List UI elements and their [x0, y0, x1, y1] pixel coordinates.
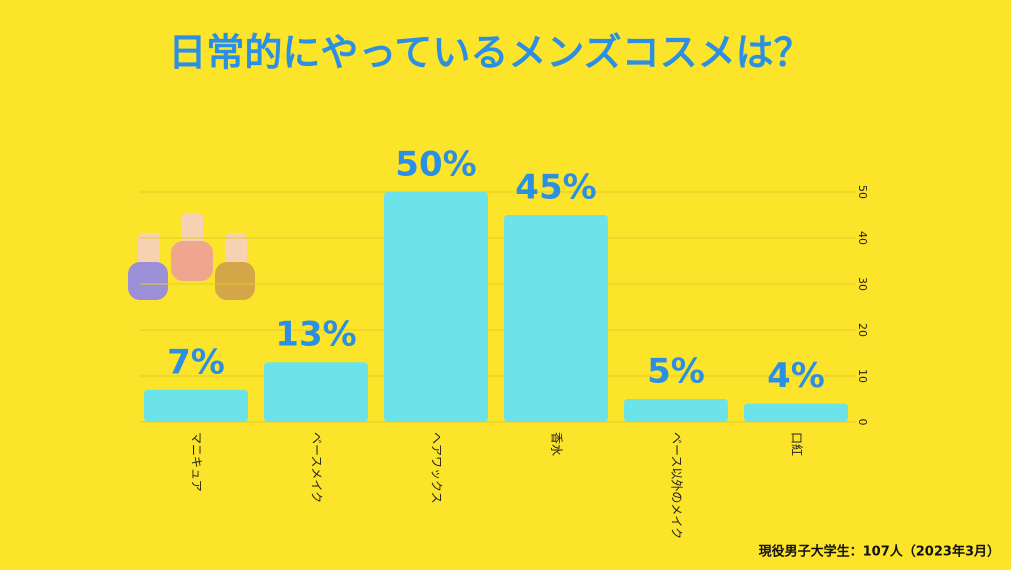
y-tick-label: 20: [856, 323, 869, 337]
y-tick-label: 30: [856, 277, 869, 291]
bar: [264, 362, 368, 422]
y-tick-label: 10: [856, 369, 869, 383]
bar: [384, 192, 488, 422]
data-label: 45%: [515, 168, 596, 208]
x-tick-label: ベース以外のメイク: [670, 432, 684, 539]
data-label: 13%: [275, 315, 356, 355]
x-tick-label: ヘアワックス: [430, 432, 444, 504]
y-tick-label: 0: [856, 419, 869, 426]
data-label: 5%: [647, 352, 705, 392]
bar: [144, 389, 248, 422]
footnote: 現役男子大学生：107人（2023年3月）: [759, 544, 1000, 560]
y-tick-label: 40: [856, 231, 869, 245]
bar: [504, 215, 608, 422]
x-tick-label: マニキュア: [190, 432, 204, 492]
data-label: 50%: [395, 145, 476, 185]
bar: [624, 399, 728, 422]
chart-title: 日常的にやっているメンズコスメは？: [168, 31, 811, 75]
nail-polish-icons: [128, 213, 255, 300]
data-label: 7%: [167, 342, 225, 382]
bar: [744, 403, 848, 422]
data-label: 4%: [767, 356, 825, 396]
x-tick-label: 香水: [550, 432, 564, 456]
y-tick-label: 50: [856, 185, 869, 199]
x-tick-label: 口紅: [790, 432, 804, 456]
x-tick-label: ベースメイク: [310, 432, 324, 503]
